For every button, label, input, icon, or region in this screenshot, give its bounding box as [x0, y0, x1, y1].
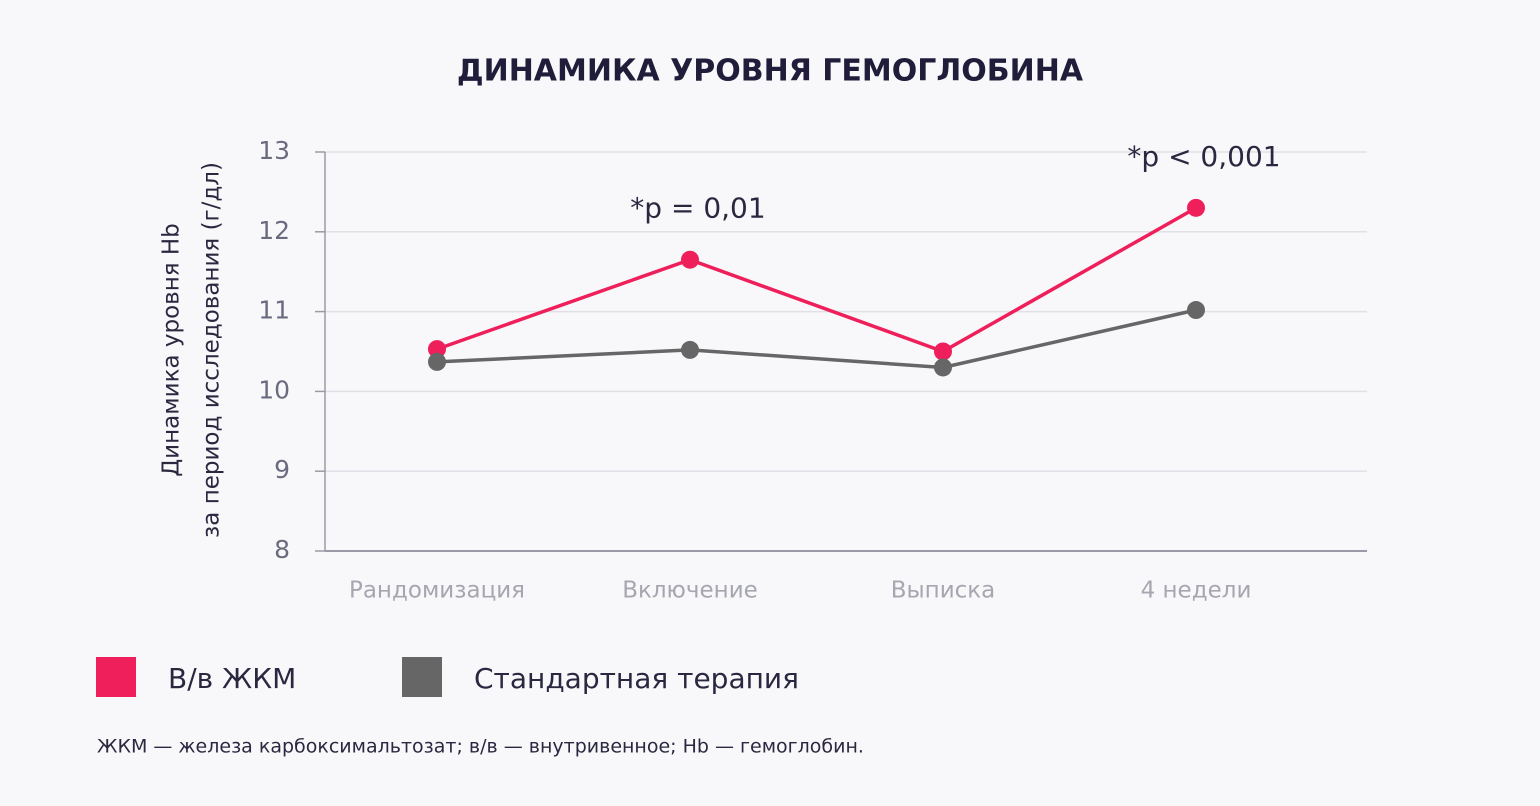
data-point — [934, 342, 952, 361]
y-tick-label: 11 — [258, 296, 290, 325]
x-tick-label: 4 недели — [1141, 578, 1252, 604]
data-point — [1187, 301, 1205, 320]
y-tick-label: 10 — [258, 375, 290, 404]
y-label-line: за период исследования (г/дл) — [199, 162, 225, 538]
x-tick-label: Рандомизация — [349, 578, 525, 604]
annotation: *p = 0,01 — [630, 192, 765, 225]
data-point — [1187, 198, 1205, 217]
data-point — [681, 340, 699, 359]
legend-label: Стандартная терапия — [474, 662, 799, 695]
series-line — [436, 206, 1197, 354]
y-tick-label: 13 — [258, 136, 290, 165]
y-tick-label: 9 — [274, 455, 290, 484]
data-point — [428, 352, 446, 371]
y-label-line: Динамика уровня Hb — [159, 223, 185, 477]
legend-swatch — [96, 657, 136, 697]
x-tick-label: Включение — [622, 578, 758, 604]
y-axis-label: Динамика уровня Hb за период исследовани… — [159, 162, 225, 538]
y-tick-label: 8 — [274, 535, 290, 564]
annotation: *p < 0,001 — [1127, 140, 1280, 173]
footnote: ЖКМ — железа карбоксимальтозат; в/в — вн… — [97, 736, 864, 758]
data-point — [934, 358, 952, 377]
y-tick-label: 12 — [258, 216, 290, 245]
x-tick-label: Выписка — [891, 578, 996, 604]
data-point — [428, 340, 446, 359]
legend-label: В/в ЖКМ — [168, 662, 296, 695]
series-line — [436, 308, 1197, 370]
legend-swatch — [402, 657, 442, 697]
data-point — [681, 250, 699, 269]
chart-title: ДИНАМИКА УРОВНЯ ГЕМОГЛОБИНА — [457, 54, 1084, 89]
